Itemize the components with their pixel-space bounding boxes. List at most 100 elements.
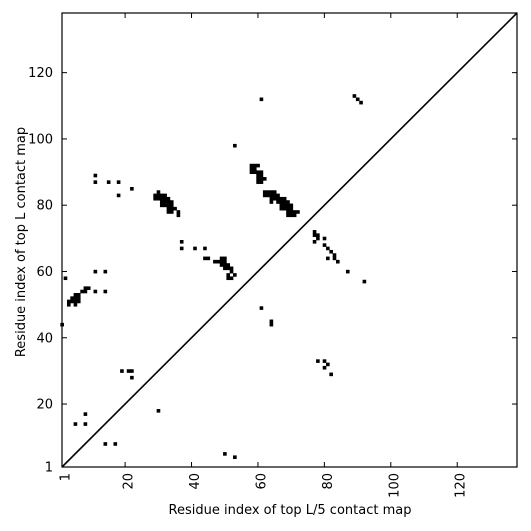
contact-cell xyxy=(83,412,88,416)
contact-cell xyxy=(272,193,277,198)
contact-cell xyxy=(312,240,317,244)
contact-cell xyxy=(120,369,124,373)
contact-cell xyxy=(233,273,237,277)
y-tick-label: 60 xyxy=(36,265,53,280)
contact-cell xyxy=(169,206,174,211)
x-tick-label: 1 xyxy=(59,473,74,481)
contact-cell xyxy=(206,256,211,261)
contact-cell xyxy=(176,210,181,214)
contact-cell xyxy=(345,269,350,274)
x-tick-label: 120 xyxy=(454,473,469,498)
contact-cells xyxy=(60,94,367,460)
contact-cell xyxy=(322,359,327,363)
contact-cell xyxy=(329,372,333,377)
contact-cell xyxy=(276,193,280,198)
contact-cell xyxy=(76,293,81,297)
contact-cell xyxy=(103,289,108,294)
contact-cell xyxy=(282,206,287,211)
contact-cell xyxy=(86,286,91,290)
contact-cell xyxy=(289,206,294,211)
contact-cell xyxy=(156,193,161,198)
contact-cell xyxy=(93,269,98,274)
x-tick-label: 100 xyxy=(387,473,402,498)
contact-cell xyxy=(252,167,257,171)
contact-cell xyxy=(166,200,171,204)
contact-cell xyxy=(289,213,294,218)
contact-cell xyxy=(169,210,174,214)
contact-cell xyxy=(70,299,74,304)
contact-cell xyxy=(282,200,287,204)
contact-cell xyxy=(166,196,171,201)
contact-cell xyxy=(153,193,157,198)
contact-cell xyxy=(269,193,274,198)
contact-cell xyxy=(259,170,264,175)
contact-cell xyxy=(256,163,260,168)
contact-cell xyxy=(229,276,234,281)
contact-cell xyxy=(269,319,274,324)
contact-cell xyxy=(326,362,330,367)
contact-cell xyxy=(269,190,274,194)
contact-cell xyxy=(326,256,330,261)
contact-cell xyxy=(73,296,78,300)
diagonal-line xyxy=(61,12,518,468)
x-tick-label: 80 xyxy=(321,473,336,490)
contact-cell xyxy=(276,200,280,204)
contact-cell xyxy=(73,299,78,304)
contact-cell xyxy=(269,196,274,201)
contact-cell xyxy=(193,246,197,251)
contact-cell xyxy=(279,206,284,211)
contact-cell xyxy=(156,409,161,413)
contact-cell xyxy=(113,442,118,446)
contact-cell xyxy=(223,263,227,267)
y-tick-label: 40 xyxy=(36,331,53,346)
contact-cell xyxy=(203,246,207,251)
contact-cell xyxy=(76,299,81,304)
contact-cell xyxy=(153,196,157,201)
contact-cell xyxy=(279,196,284,201)
contact-cell xyxy=(233,143,237,148)
contact-cell xyxy=(262,190,267,194)
contact-cell xyxy=(292,213,297,218)
contact-cell xyxy=(272,190,277,194)
contact-cell xyxy=(66,299,71,304)
contact-cell xyxy=(103,269,108,274)
contact-cell xyxy=(73,422,78,426)
contact-cell xyxy=(233,455,237,460)
contact-cell xyxy=(362,279,367,284)
contact-cell xyxy=(73,302,78,307)
y-tick-label: 100 xyxy=(28,132,53,147)
contact-cell xyxy=(163,203,167,208)
contact-cell xyxy=(312,230,317,234)
contact-cell xyxy=(126,369,131,373)
contact-cell xyxy=(159,200,164,204)
contact-cell xyxy=(226,263,231,267)
contact-cell xyxy=(259,173,264,178)
contact-cell xyxy=(169,200,174,204)
contact-cell xyxy=(80,289,84,294)
x-tick-label: 60 xyxy=(254,473,269,490)
contact-cell xyxy=(322,236,327,241)
contact-cell xyxy=(166,210,171,214)
contact-cell xyxy=(252,170,257,175)
contact-cell xyxy=(322,243,327,247)
contact-cell xyxy=(223,256,227,261)
x-axis-title: Residue index of top L/5 contact map xyxy=(169,503,412,518)
contact-cell xyxy=(229,269,234,274)
contact-cell xyxy=(179,240,184,244)
contact-cell xyxy=(166,206,171,211)
contact-cell xyxy=(282,203,287,208)
contact-cell xyxy=(163,193,167,198)
contact-cell xyxy=(276,196,280,201)
contact-cell xyxy=(63,276,68,281)
contact-cell xyxy=(229,266,234,271)
contact-cell xyxy=(159,196,164,201)
contact-cell xyxy=(226,276,231,281)
contact-cell xyxy=(249,170,254,175)
contact-cell xyxy=(73,293,78,297)
contact-cell xyxy=(256,173,260,178)
x-tick-label: 40 xyxy=(188,473,203,490)
contact-cell xyxy=(249,167,254,171)
contact-cell xyxy=(269,200,274,204)
contact-cell xyxy=(223,266,227,271)
